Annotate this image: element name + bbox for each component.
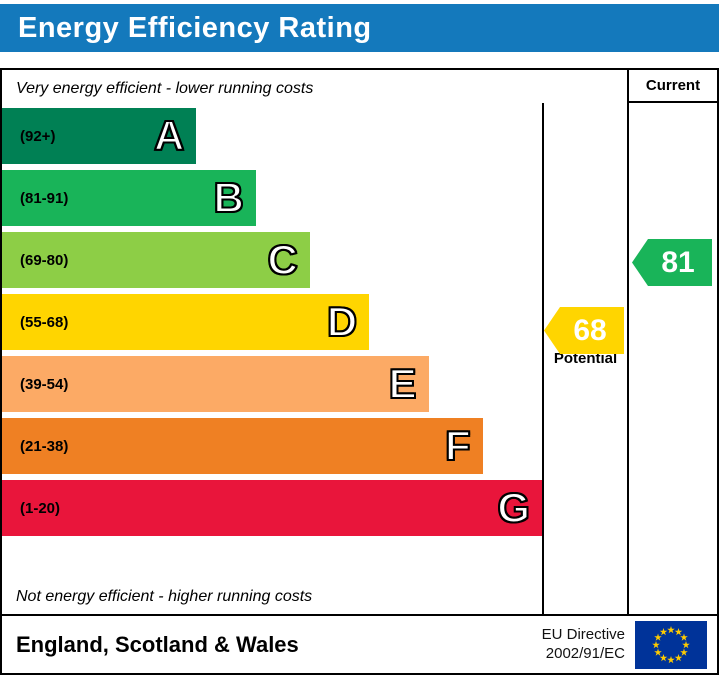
bottom-note: Not energy efficient - higher running co… [16, 588, 313, 605]
band-range-label: (55-68) [20, 313, 69, 331]
eu-directive-text: EU Directive 2002/91/EC [542, 626, 625, 664]
band-letter: F [444, 422, 472, 469]
band-range-label: (1-20) [20, 499, 61, 517]
top-note: Very energy efficient - lower running co… [16, 80, 314, 97]
eu-flag-icon [635, 620, 707, 669]
page-title-banner: Energy Efficiency Rating [0, 4, 719, 52]
band-letter: A [153, 112, 185, 159]
table-corner-cell [542, 70, 627, 103]
band-letter: B [212, 174, 244, 221]
current-rating-arrow: 68 [544, 307, 624, 354]
potential-rating-value: 81 [661, 245, 695, 279]
band-bar-e: (39-54) E [2, 356, 429, 412]
current-column-header: Current [627, 70, 717, 103]
band-bar-c: (69-80) C [2, 232, 310, 288]
epc-rating-table: Current Potential Very energy efficient … [0, 68, 719, 618]
band-bar-a: (92+) A [2, 108, 197, 164]
footer-right: EU Directive 2002/91/EC [542, 620, 717, 669]
band-row-c: (69-80) C [2, 232, 542, 288]
band-bar-b: (81-91) B [2, 170, 256, 226]
band-range-label: (81-91) [20, 189, 69, 207]
band-range-label: (69-80) [20, 251, 69, 269]
page-title: Energy Efficiency Rating [18, 11, 372, 44]
band-row-a: (92+) A [2, 108, 542, 164]
footer: England, Scotland & Wales EU Directive 2… [0, 614, 719, 675]
band-range-label: (21-38) [20, 437, 69, 455]
potential-column-header: Potential [542, 103, 627, 616]
band-row-e: (39-54) E [2, 356, 542, 412]
current-column-body [627, 103, 717, 616]
rating-bands: (92+) A (81-91) B (69-80) C [2, 108, 542, 542]
band-letter: E [388, 360, 418, 407]
band-bar-g: (1-20) G [2, 480, 542, 536]
band-row-b: (81-91) B [2, 170, 542, 226]
band-range-label: (92+) [20, 127, 56, 145]
band-letter: G [496, 484, 531, 531]
band-row-f: (21-38) F [2, 418, 542, 474]
band-letter: D [326, 298, 358, 345]
potential-rating-arrow: 81 [632, 239, 712, 286]
band-row-g: (1-20) G [2, 480, 542, 536]
band-letter: C [266, 236, 298, 283]
band-bar-d: (55-68) D [2, 294, 370, 350]
eu-directive-line2: 2002/91/EC [545, 644, 625, 662]
band-bar-f: (21-38) F [2, 418, 483, 474]
eu-directive-line1: EU Directive [541, 625, 625, 643]
rating-scale-area: Very energy efficient - lower running co… [2, 70, 542, 616]
footer-region-label: England, Scotland & Wales [16, 631, 299, 657]
band-row-d: (55-68) D [2, 294, 542, 350]
current-rating-value: 68 [573, 313, 607, 347]
band-range-label: (39-54) [20, 375, 69, 393]
